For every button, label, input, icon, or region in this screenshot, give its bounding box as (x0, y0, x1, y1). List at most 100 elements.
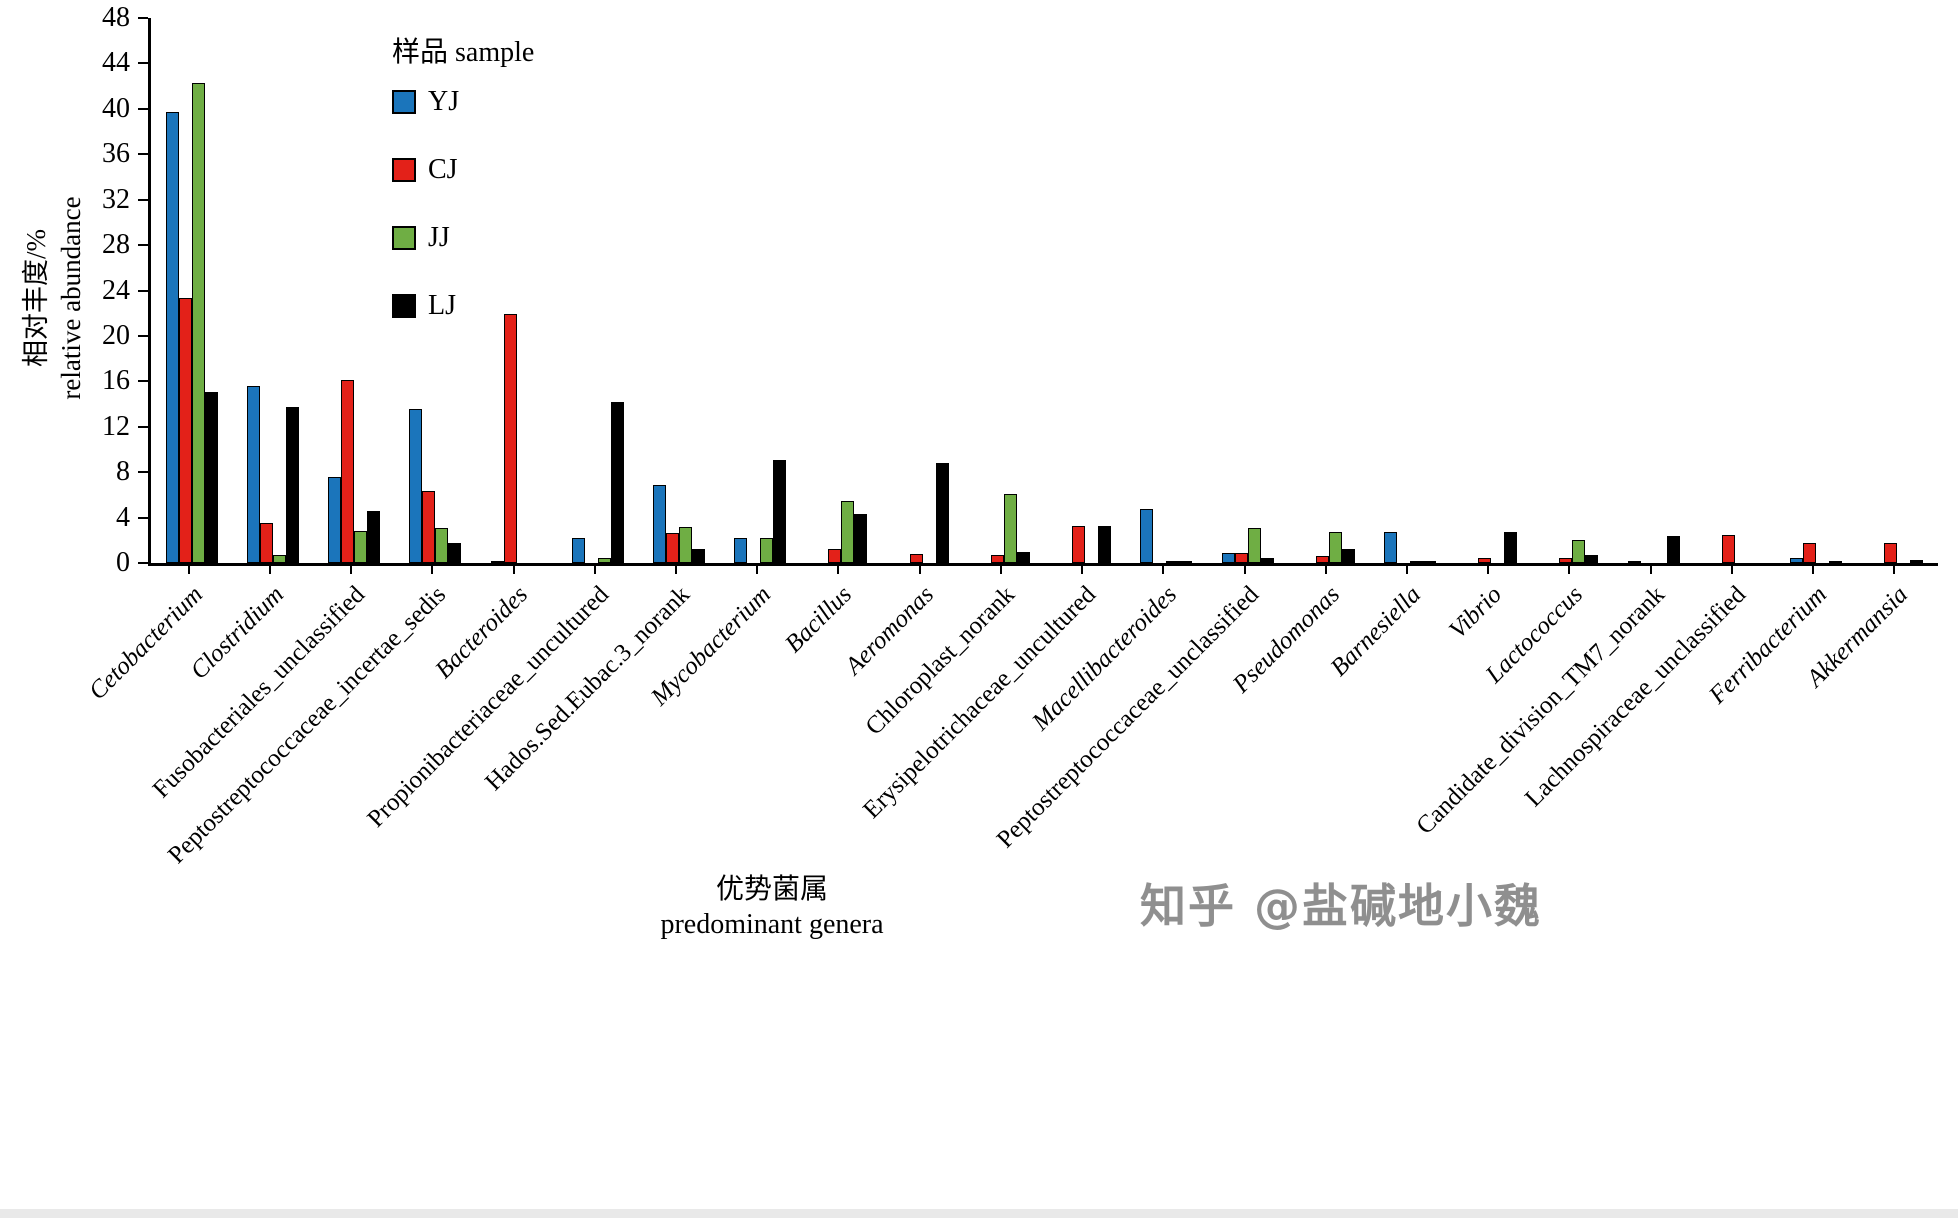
bar-jj-Chloroplast_norank (1003, 493, 1017, 563)
bar-group-Peptostreptococcaceae_incertae_sedis (395, 18, 476, 563)
legend-label-yj: YJ (428, 86, 460, 117)
bar-lj-Peptostreptococcaceae_unclassified (1260, 558, 1274, 563)
x-tick-mark (1730, 566, 1733, 574)
bar-yj-Cetobacterium (165, 112, 179, 563)
bar-lj-Propionibacteriaceae_uncultured (610, 401, 624, 563)
y-tick-label-24: 24 (102, 274, 130, 306)
y-tick-mark (138, 107, 148, 110)
bar-lj-Pseudomonas (1341, 549, 1355, 563)
bar-yj-Clostridium (246, 385, 260, 563)
bar-cj-Lactococcus (1559, 558, 1573, 563)
x-tick-mark (1568, 566, 1571, 574)
legend: 样品 sample YJ CJ JJ LJ (392, 30, 534, 358)
bar-lj-Clostridium (285, 407, 299, 563)
legend-item-yj: YJ (392, 86, 534, 118)
bar-jj-Peptostreptococcaceae_incertae_sedis (435, 527, 449, 563)
bar-lj-Akkermansia (1910, 559, 1924, 563)
y-tick-label-28: 28 (102, 229, 130, 261)
bar-yj-Peptostreptococcaceae_unclassified (1221, 552, 1235, 563)
bar-yj-Macellibacteroides (1140, 508, 1154, 563)
y-tick-mark (138, 471, 148, 474)
bar-cj-Pseudomonas (1315, 556, 1329, 563)
legend-title: 样品 sample (392, 37, 535, 68)
bar-lj-Vibrio (1504, 532, 1518, 563)
x-tick-mark (1893, 566, 1896, 574)
y-tick-label-20: 20 (102, 319, 130, 351)
bottom-strip (0, 1209, 1958, 1218)
legend-label-lj: LJ (428, 290, 456, 321)
y-tick-mark (138, 562, 148, 564)
legend-item-lj: LJ (392, 290, 534, 322)
bar-group-Pseudomonas (1288, 18, 1369, 563)
bar-group-Aeromonas (882, 18, 963, 563)
y-tick-mark (138, 198, 148, 201)
bar-lj-Bacillus (854, 514, 868, 563)
bar-jj-Macellibacteroides (1166, 561, 1180, 563)
bar-lj-Fusobacteriales_unclassified (367, 510, 381, 563)
bar-cj-Bacteroides (503, 314, 517, 563)
bar-cj-Ferribacterium (1803, 542, 1817, 563)
bar-yj-Mycobacterium (734, 538, 748, 563)
x-tick-mark (512, 566, 515, 574)
x-tick-mark (1162, 566, 1165, 574)
bar-jj-Fusobacteriales_unclassified (354, 531, 368, 563)
bar-group-Erysipelotrichaceae_uncultured (1045, 18, 1126, 563)
bar-group-Lactococcus (1532, 18, 1613, 563)
bar-lj-Macellibacteroides (1179, 561, 1193, 563)
bar-cj-Peptostreptococcaceae_incertae_sedis (422, 491, 436, 563)
x-tick-mark (1649, 566, 1652, 574)
bar-group-Lachnospiraceae_unclassified (1694, 18, 1775, 563)
y-tick-mark (138, 516, 148, 519)
legend-swatch-cj (392, 158, 416, 182)
bar-lj-Lactococcus (1585, 555, 1599, 563)
bar-yj-Peptostreptococcaceae_incertae_sedis (409, 408, 423, 563)
bar-yj-Propionibacteriaceae_uncultured (571, 538, 585, 563)
bar-group-Cetobacterium (151, 18, 232, 563)
legend-swatch-lj (392, 294, 416, 318)
x-tick-mark (1243, 566, 1246, 574)
y-tick-label-4: 4 (116, 501, 130, 533)
x-tick-mark (593, 566, 596, 574)
bar-lj-Barnesiella (1423, 560, 1437, 563)
bar-lj-Hados.Sed.Eubac.3_norank (691, 549, 705, 563)
bar-group-Hados.Sed.Eubac.3_norank (638, 18, 719, 563)
bar-lj-Aeromonas (935, 463, 949, 563)
y-tick-mark (138, 17, 148, 19)
bar-cj-Bacillus (828, 549, 842, 563)
bar-group-Peptostreptococcaceae_unclassified (1207, 18, 1288, 563)
bar-cj-Akkermansia (1884, 542, 1898, 563)
x-tick-mark (268, 566, 271, 574)
bar-cj-Vibrio (1478, 558, 1492, 563)
legend-label-jj: JJ (428, 222, 450, 253)
y-tick-mark (138, 380, 148, 383)
legend-item-cj: CJ (392, 154, 534, 186)
x-tick-mark (1081, 566, 1084, 574)
legend-swatch-jj (392, 226, 416, 250)
y-tick-mark (138, 289, 148, 292)
bar-cj-Hados.Sed.Eubac.3_norank (665, 533, 679, 563)
y-tick-mark (138, 244, 148, 247)
y-tick-label-32: 32 (102, 183, 130, 215)
bar-yj-Fusobacteriales_unclassified (328, 476, 342, 563)
x-tick-mark (350, 566, 353, 574)
bar-group-Bacillus (801, 18, 882, 563)
bar-group-Ferribacterium (1776, 18, 1857, 563)
bar-lj-Mycobacterium (773, 459, 787, 563)
bar-jj-Peptostreptococcaceae_unclassified (1247, 527, 1261, 563)
bar-jj-Lactococcus (1572, 540, 1586, 563)
plot-area (148, 18, 1938, 566)
x-tick-mark (1812, 566, 1815, 574)
x-tick-mark (1487, 566, 1490, 574)
bar-group-Akkermansia (1857, 18, 1938, 563)
bar-group-Vibrio (1451, 18, 1532, 563)
x-axis-title: 优势菌属 predominant genera (660, 872, 883, 942)
x-tick-mark (187, 566, 190, 574)
bar-cj-Erysipelotrichaceae_uncultured (1072, 525, 1086, 563)
bar-lj-Erysipelotrichaceae_uncultured (1098, 525, 1112, 563)
y-tick-label-16: 16 (102, 365, 130, 397)
legend-swatch-yj (392, 90, 416, 114)
bar-yj-Candidate_division_TM7_norank (1627, 560, 1641, 563)
bar-cj-Clostridium (259, 523, 273, 563)
x-tick-mark (1324, 566, 1327, 574)
